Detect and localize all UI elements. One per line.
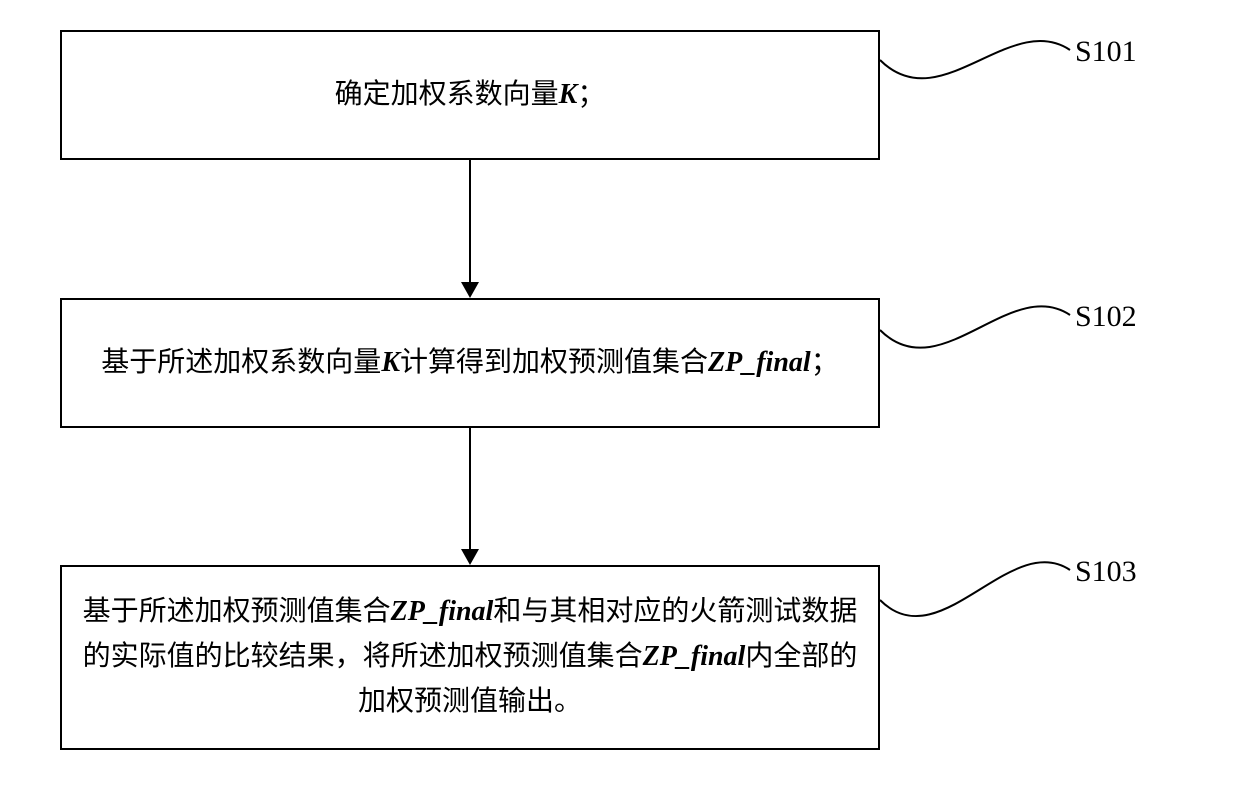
flowchart-canvas: 确定加权系数向量K； 基于所述加权系数向量K计算得到加权预测值集合ZP_fina…: [0, 0, 1240, 788]
connector-3: [0, 0, 1240, 788]
